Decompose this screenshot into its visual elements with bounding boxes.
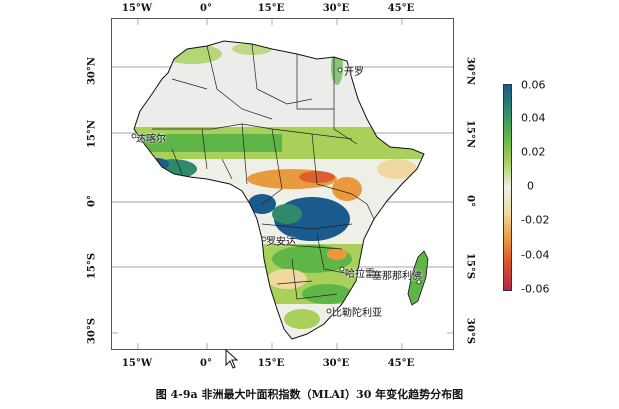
colorbar-label-6: -0.06 [521,282,550,296]
africa-trend-map [112,19,453,349]
lat-tick-left-30n: 30°N [86,56,98,86]
lon-tick-bottom-15w: 15°W [121,358,153,369]
colorbar-label-5: -0.04 [521,248,550,262]
map-frame [111,18,454,350]
lon-tick-bottom-0: 0° [200,358,212,369]
mouse-cursor-icon [225,349,239,369]
country-borders [152,43,375,300]
lat-tick-left-15s: 15°S [86,252,98,280]
colorbar-label-3: 0 [527,179,534,193]
colorbar [503,84,512,291]
lon-tick-top-45e: 45°E [387,3,415,14]
city-label-pretoria: 比勒陀利亚 [332,308,382,319]
lon-tick-bottom-30e: 30°E [322,358,350,369]
city-label-harare: 哈拉雷 [345,269,375,280]
madagascar [407,250,429,306]
city-label-cairo: 开罗 [344,67,364,78]
lat-tick-right-30n: 30°N [464,56,476,86]
colorbar-label-0: 0.06 [521,78,546,92]
colorbar-label-4: -0.02 [521,213,550,227]
lon-tick-bottom-15e: 15°E [257,358,285,369]
lat-tick-right-15s: 15°S [464,252,476,280]
lon-tick-top-0: 0° [200,3,212,14]
lat-tick-right-15n: 15°N [464,119,476,149]
city-label-luanda: 罗安达 [266,237,296,248]
lon-tick-bottom-45e: 45°E [387,358,415,369]
lat-tick-right-0: 0° [464,195,476,207]
city-label-antananarivo: 塞那那利佛 [372,271,422,282]
lon-tick-top-15w: 15°W [121,3,153,14]
lat-tick-left-0: 0° [86,195,98,207]
colorbar-label-1: 0.04 [521,111,546,125]
colorbar-label-2: 0.02 [521,145,546,159]
city-label-dakar: 达喀尔 [136,134,166,145]
africa-outline [133,40,425,340]
lat-tick-right-30s: 30°S [464,317,476,345]
city-markers [131,67,422,314]
lon-tick-top-30e: 30°E [322,3,350,14]
lat-tick-left-15n: 15°N [86,119,98,149]
figure-caption: 图 4-9a 非洲最大叶面积指数（MLAI）30 年变化趋势分布图 [155,388,464,401]
lon-tick-top-15e: 15°E [257,3,285,14]
lat-tick-left-30s: 30°S [86,317,98,345]
